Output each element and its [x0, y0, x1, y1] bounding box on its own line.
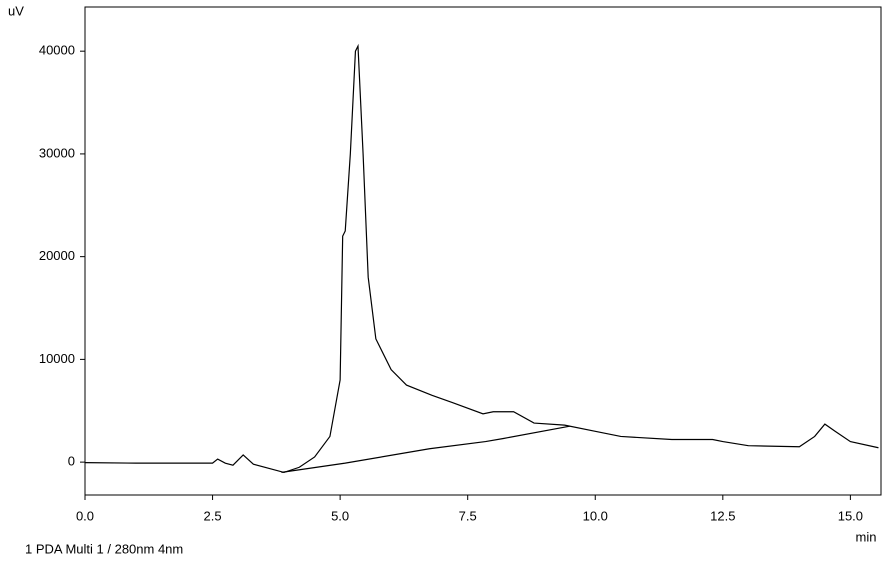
y-tick-label: 20000 [39, 248, 75, 263]
y-tick-label: 10000 [39, 351, 75, 366]
trace [281, 425, 570, 473]
x-unit: min [856, 529, 877, 544]
plot-frame [84, 6, 882, 496]
x-tick-label: 7.5 [459, 508, 477, 523]
y-tick-label: 30000 [39, 145, 75, 160]
x-tick-label: 2.5 [204, 508, 222, 523]
y-unit: uV [8, 3, 24, 18]
x-tick-label: 15.0 [838, 508, 863, 523]
x-tick-label: 5.0 [331, 508, 349, 523]
y-tick-label: 40000 [39, 43, 75, 58]
x-tick-label: 0.0 [76, 508, 94, 523]
footer: 1 PDA Multi 1 / 280nm 4nm [25, 541, 183, 556]
trace [84, 43, 879, 474]
y-tick-label: 0 [68, 454, 75, 469]
x-tick-label: 12.5 [710, 508, 735, 523]
x-tick-label: 10.0 [583, 508, 608, 523]
